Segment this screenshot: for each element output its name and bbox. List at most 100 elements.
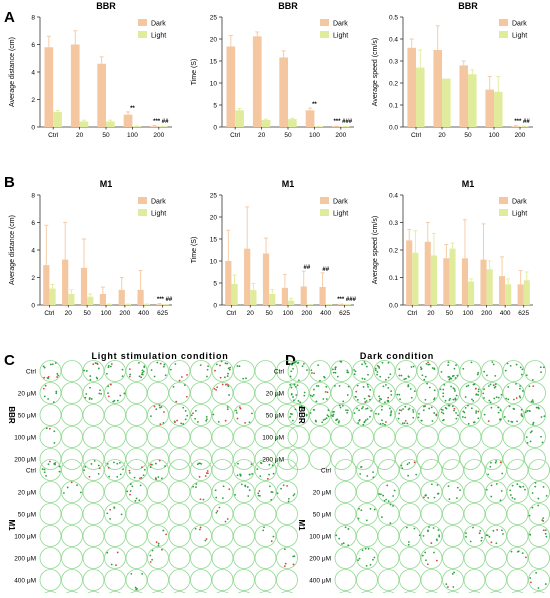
- trace-dot: [43, 468, 46, 471]
- trace-dot: [457, 414, 459, 417]
- trace-dot: [128, 469, 131, 472]
- trace-dot: [272, 535, 275, 538]
- well: [211, 569, 234, 591]
- well: [211, 525, 234, 547]
- bar-light: [269, 294, 276, 305]
- trace-dot: [497, 396, 500, 399]
- trace-dot: [521, 552, 524, 555]
- well: [356, 459, 378, 481]
- trace-dot: [398, 368, 401, 370]
- trace-dot: [358, 409, 360, 412]
- trace-dot: [424, 551, 427, 554]
- trace-dot: [526, 410, 529, 412]
- chart-title: BBR: [458, 1, 478, 11]
- trace-dot: [263, 526, 265, 529]
- trace-dot: [531, 399, 534, 402]
- well: [104, 481, 126, 503]
- well: [168, 503, 191, 525]
- trace-dot: [500, 490, 503, 492]
- trace-dot: [305, 414, 308, 417]
- trace-dot: [47, 398, 50, 400]
- trace-dot: [293, 399, 295, 402]
- trace-dot: [213, 387, 216, 390]
- trace-dot: [138, 375, 141, 378]
- well: [420, 569, 443, 591]
- well: [399, 569, 421, 591]
- trace-dot: [364, 401, 367, 403]
- trace-dot: [128, 375, 131, 378]
- trace-dot: [88, 398, 91, 400]
- bar-dark: [62, 259, 69, 305]
- trace-dot: [366, 383, 369, 386]
- legend-label: Light: [333, 33, 348, 40]
- trace-dot: [154, 477, 157, 479]
- trace-dot: [377, 413, 380, 415]
- panel-label-c: C: [4, 352, 15, 369]
- trace-dot: [159, 406, 161, 409]
- x-tick-label: 200: [153, 132, 164, 139]
- bar-dark: [459, 65, 468, 127]
- trace-dot: [365, 400, 368, 402]
- significance-label: *** ###: [333, 119, 352, 125]
- trace-dot: [529, 410, 531, 413]
- well: [330, 426, 353, 448]
- bar-light: [442, 78, 451, 127]
- well: [420, 481, 443, 503]
- well: [373, 448, 396, 470]
- trace-dot: [477, 371, 480, 374]
- trace-dot: [442, 392, 445, 395]
- trace-dot: [289, 412, 292, 415]
- well: [190, 382, 212, 404]
- trace-dot: [435, 414, 438, 417]
- well: [524, 360, 546, 382]
- trace-dot: [219, 364, 221, 367]
- trace-dot: [342, 400, 345, 403]
- trace-dot: [520, 373, 523, 376]
- x-tick-label: 200: [301, 310, 312, 317]
- x-tick-label: 400: [500, 310, 511, 317]
- trace-dot: [516, 483, 519, 485]
- trace-dot: [461, 416, 464, 418]
- trace-dot: [182, 406, 185, 409]
- significance-label: *** ##: [157, 297, 173, 303]
- trace-dot: [126, 490, 129, 493]
- well: [233, 360, 255, 382]
- trace-dot: [545, 495, 548, 497]
- trace-dot: [302, 362, 305, 365]
- well: [190, 481, 212, 503]
- trace-dot: [531, 379, 534, 381]
- well: [233, 591, 255, 598]
- well: [524, 404, 546, 426]
- trace-dot: [502, 533, 504, 535]
- well: [506, 459, 529, 481]
- trace-dot: [408, 541, 410, 543]
- d-m1-row-label: 400 μM: [309, 578, 331, 585]
- well: [83, 591, 104, 598]
- trace-dot: [509, 364, 512, 367]
- legend-label: Light: [512, 33, 527, 40]
- well: [481, 426, 503, 448]
- x-tick-label: 50: [266, 310, 274, 317]
- well: [395, 448, 417, 470]
- trace-dot: [347, 544, 350, 547]
- legend-swatch: [320, 31, 329, 38]
- trace-dot: [53, 430, 56, 433]
- well: [104, 591, 126, 598]
- well: [506, 525, 529, 547]
- well: [39, 547, 62, 569]
- wells-layer: Ctrl 20 μM 50 μM 100 μM 200 μM BBR Ctrl 20 μM 50…: [7, 360, 550, 598]
- legend-swatch: [320, 209, 329, 216]
- trace-dot: [482, 392, 485, 395]
- trace-dot: [424, 375, 427, 378]
- bar-light: [412, 252, 419, 305]
- x-tick-label: 100: [489, 132, 500, 139]
- trace-dot: [41, 468, 44, 470]
- trace-dot: [159, 362, 162, 365]
- well: [463, 459, 486, 481]
- trace-dot: [465, 535, 467, 538]
- trace-dot: [259, 461, 262, 464]
- well: [528, 547, 550, 569]
- trace-dot: [289, 383, 292, 386]
- y-tick-label: 4: [31, 248, 35, 255]
- x-tick-label: 20: [247, 310, 255, 317]
